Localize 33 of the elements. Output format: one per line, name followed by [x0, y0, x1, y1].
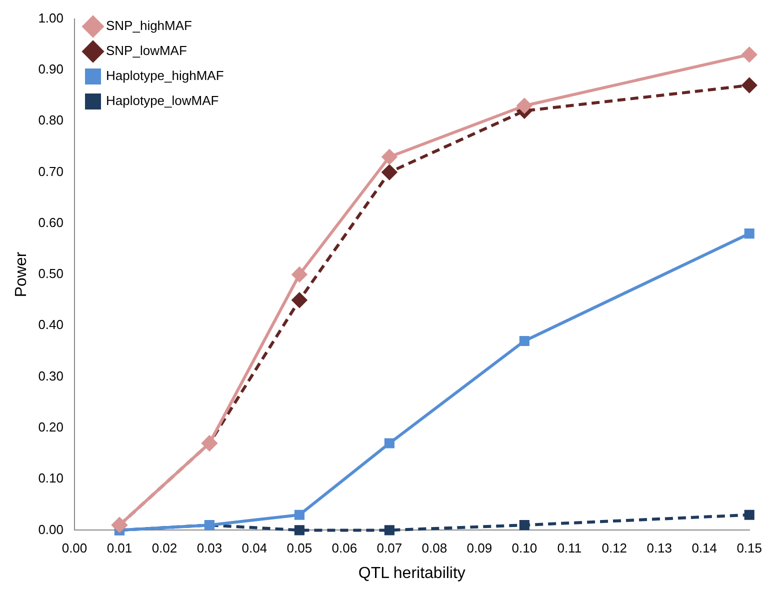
- y-tick-label: 0.40: [38, 317, 64, 332]
- x-axis-title: QTL heritability: [358, 564, 466, 582]
- y-tick-label: 0.60: [38, 214, 64, 230]
- x-tick-label: 0.14: [692, 540, 718, 556]
- y-tick-label: 0.20: [38, 420, 64, 434]
- x-tick-label: 0.04: [242, 540, 268, 556]
- y-tick-label: 0.70: [38, 164, 64, 179]
- x-tick-label: 0.07: [376, 540, 402, 556]
- x-tick-label: 0.11: [557, 540, 582, 556]
- x-tick-label: 0.08: [422, 540, 448, 556]
- x-tick-label: 0.05: [286, 540, 312, 556]
- legend-label: Haplotype_lowMAF: [106, 93, 219, 108]
- x-tick-label: 0.09: [466, 540, 492, 556]
- x-tick-label: 0.12: [602, 540, 628, 556]
- y-tick-label: 0.90: [38, 62, 64, 77]
- x-tick-label: 0.13: [646, 540, 672, 556]
- legend-label: SNP_lowMAF: [106, 43, 187, 58]
- legend-label: SNP_highMAF: [106, 18, 192, 34]
- x-tick-label: 0.10: [512, 540, 538, 556]
- y-tick-label: 0.30: [38, 368, 64, 384]
- y-tick-label: 0.50: [38, 266, 64, 282]
- x-tick-label: 0.15: [736, 540, 762, 556]
- x-tick-label: 0.06: [332, 540, 358, 556]
- y-tick-label: 0.10: [38, 470, 64, 486]
- y-axis-title: Power: [13, 251, 30, 298]
- y-tick-label: 0.80: [38, 112, 64, 128]
- legend-label: Haplotype_highMAF: [106, 68, 224, 84]
- x-tick-label: 0.02: [152, 540, 178, 556]
- y-tick-label: 1.00: [38, 10, 64, 26]
- y-tick-label: 0.00: [38, 522, 64, 537]
- x-tick-label: 0.01: [106, 540, 132, 556]
- x-tick-label: 0.03: [196, 540, 222, 556]
- x-tick-label: 0.00: [62, 540, 88, 556]
